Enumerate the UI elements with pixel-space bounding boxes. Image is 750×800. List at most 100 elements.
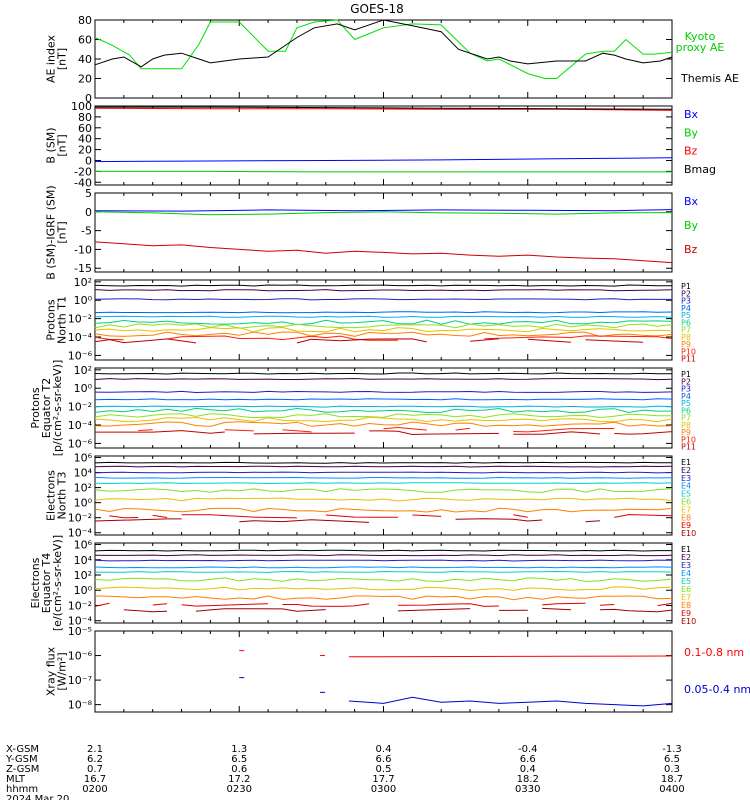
legend-P11: P11 <box>681 355 696 364</box>
footer-value: 0200 <box>82 784 107 795</box>
panel-frame <box>94 455 673 536</box>
y-tick-label: 10⁴ <box>74 467 93 480</box>
y-tick-label: 10⁻⁶ <box>68 437 93 450</box>
series-P3 <box>94 390 673 394</box>
y-tick-label: 10⁰ <box>74 294 93 307</box>
y-axis-label: Electrons <box>45 470 58 521</box>
footer-value: 0.6 <box>231 764 247 775</box>
legend-E7: E7 <box>681 505 691 514</box>
y-tick-label: 10⁻⁶ <box>68 650 93 663</box>
y-tick-label: 10⁻⁶ <box>68 349 93 362</box>
y-tick-label: 20 <box>78 73 92 86</box>
legend-Bz: Bz <box>684 145 698 158</box>
series-P7 <box>94 323 673 329</box>
series-Themis-AE <box>94 19 673 68</box>
series-E3 <box>94 471 673 474</box>
series-P1 <box>94 372 672 375</box>
series-P8 <box>94 326 673 333</box>
y-tick-label: -20 <box>74 165 92 178</box>
footer-row-label: MLT <box>6 774 26 785</box>
legend-P11: P11 <box>681 443 696 452</box>
y-axis-label: Protons <box>29 387 42 428</box>
legend-E10: E10 <box>681 617 696 626</box>
y-axis-label: [nT] <box>56 221 69 243</box>
footer-value: -0.4 <box>518 744 538 755</box>
series-P4 <box>94 398 673 401</box>
footer-row-label: Z-GSM <box>6 764 39 775</box>
series-P3 <box>94 298 672 301</box>
footer-value: 6.2 <box>87 754 103 765</box>
legend-E8: E8 <box>681 513 691 522</box>
series-P7 <box>94 413 672 419</box>
footer-value: 17.7 <box>372 774 394 785</box>
series-P6 <box>94 407 673 414</box>
legend-E2: E2 <box>681 553 691 562</box>
y-axis-label: Xray flux <box>45 646 58 696</box>
y-axis-label: North T1 <box>56 296 69 344</box>
legend-E4: E4 <box>681 569 691 578</box>
series-P4 <box>94 311 673 314</box>
series-E2 <box>94 554 673 557</box>
legend-Bmag: Bmag <box>684 163 716 176</box>
series-E10 <box>95 519 672 523</box>
footer-value: 6.5 <box>231 754 247 765</box>
legend-P1: P1 <box>681 282 691 291</box>
footer-value: 0.3 <box>664 764 680 775</box>
footer-value: 0.7 <box>87 764 103 775</box>
series-Bz <box>94 107 673 111</box>
series-E1 <box>94 461 672 464</box>
panel-3: -15 -10 -5 0 5 B (SM)-IGRF (SM)[nT] Bx By Bz <box>45 185 699 279</box>
legend-E10: E10 <box>681 529 696 538</box>
series-E3 <box>94 559 673 562</box>
y-axis-label: [W/m²] <box>56 652 69 690</box>
y-tick-label: 100 <box>71 100 92 113</box>
y-tick-label: 40 <box>78 133 92 146</box>
y-axis-label: [e/(cm²-s-sr-keV)] <box>51 535 64 631</box>
footer-value: 6.6 <box>376 754 392 765</box>
y-axis-label: [nT] <box>56 48 69 70</box>
series-E5 <box>94 570 673 573</box>
series-P5 <box>94 315 673 318</box>
series-P11 <box>94 338 644 344</box>
y-tick-label: 80 <box>78 14 92 27</box>
y-tick-label: 10⁻² <box>68 313 92 326</box>
y-axis-label: [p/(cm²-s-sr-keV)] <box>51 360 64 457</box>
legend-P5: P5 <box>681 399 691 408</box>
legend-P8: P8 <box>681 421 691 430</box>
footer-value: 18.7 <box>661 774 683 785</box>
y-tick-label: 10⁻² <box>68 599 92 612</box>
series-P10 <box>138 426 615 433</box>
y-tick-label: 10² <box>74 364 92 377</box>
legend-xray-short: 0.05-0.4 nm <box>684 683 750 696</box>
y-axis-label: Equator T2 <box>40 378 53 438</box>
series-Bz <box>94 241 673 264</box>
legend-P9: P9 <box>681 340 691 349</box>
series-P9 <box>94 421 673 427</box>
y-tick-label: 10² <box>74 482 92 495</box>
legend-E6: E6 <box>681 585 691 594</box>
series-E9 <box>109 514 673 519</box>
y-axis-label: Protons <box>45 299 58 340</box>
legend-P4: P4 <box>681 392 691 401</box>
panel-frame <box>94 105 673 186</box>
y-tick-label: 60 <box>78 34 92 47</box>
legend-E9: E9 <box>681 521 691 530</box>
panel-frame <box>94 192 673 273</box>
series-E7 <box>94 497 673 502</box>
y-tick-label: 10⁻⁵ <box>68 625 92 638</box>
legend-P2: P2 <box>681 289 691 298</box>
series-E6 <box>94 577 673 582</box>
legend-E7: E7 <box>681 593 691 602</box>
legend-E4: E4 <box>681 482 691 491</box>
legend-E6: E6 <box>681 498 691 507</box>
legend-E8: E8 <box>681 601 691 610</box>
series-P5 <box>94 405 673 408</box>
legend-P8: P8 <box>681 333 691 342</box>
footer-row-label: Y-GSM <box>5 754 38 765</box>
y-tick-label: 60 <box>78 122 92 135</box>
